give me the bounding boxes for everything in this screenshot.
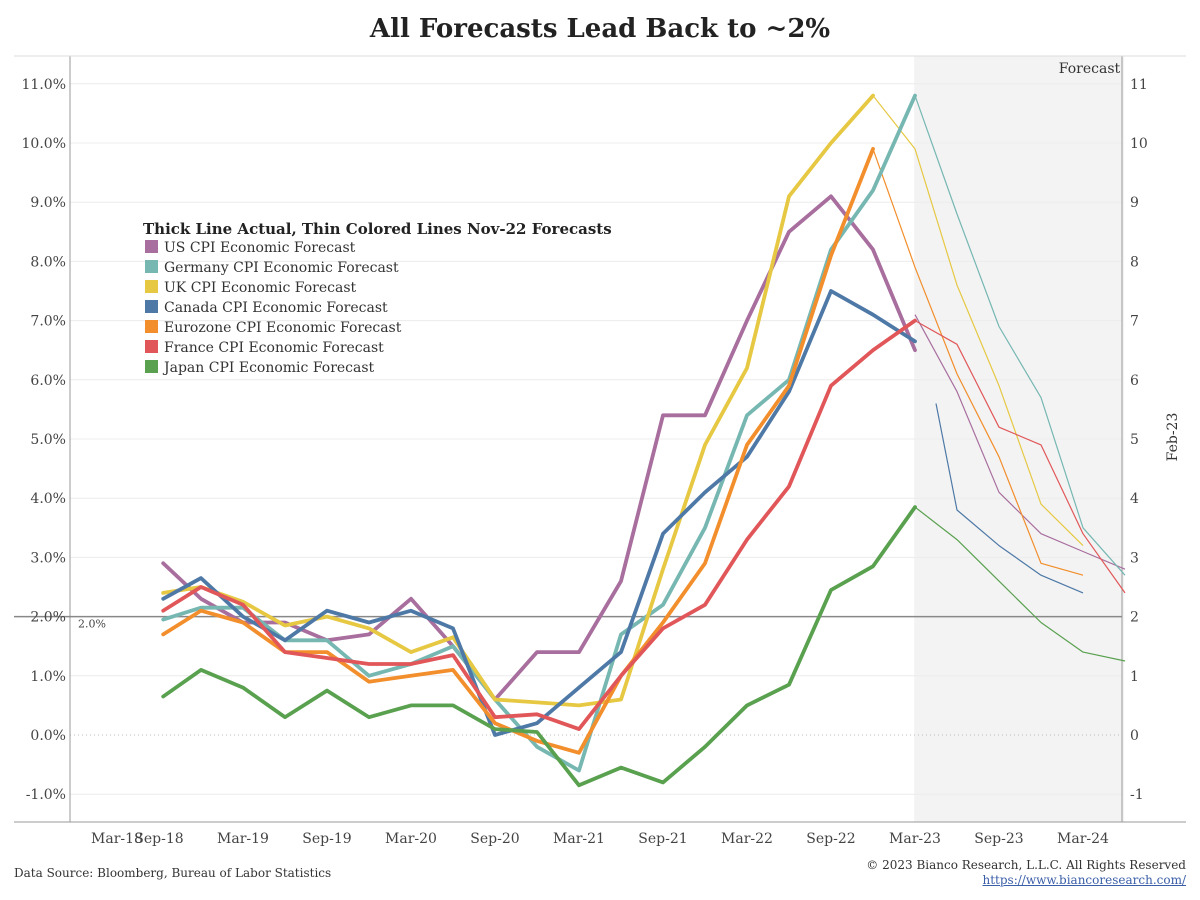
legend-label: Germany CPI Economic Forecast [164,260,399,276]
forecast-line [935,403,1084,594]
chart-title: All Forecasts Lead Back to ~2% [369,14,831,44]
y-tick-label: 1.0% [30,669,66,685]
tick-label-group: -1.0% -1 0.0% 0 1.0% 1 2.0% 2 3.0% 3 4.0% 4 5.0% 5 6.0… [22,77,1181,847]
y2-tick-label: 5 [1130,432,1139,448]
reference-group: 2.0% [14,615,1122,631]
y-tick-label: -1.0% [26,787,66,803]
actual-line [161,93,875,708]
y2-tick-label: 6 [1130,373,1139,389]
x-tick-label: Mar-21 [553,831,605,847]
data-source-note: Data Source: Bloomberg, Bureau of Labor … [14,866,332,880]
actual-line [161,505,917,788]
right-axis-label: Feb-23 [1165,413,1181,462]
forecast-line [914,506,1126,662]
x-tick-label: Sep-19 [302,831,351,847]
x-tick-label: Mar-23 [889,831,941,847]
y-tick-label: 11.0% [22,77,66,93]
forecast-line [872,95,1084,547]
x-tick-label: Mar-19 [217,831,269,847]
y2-tick-label: 11 [1130,77,1148,93]
y-tick-label: 9.0% [30,195,66,211]
x-tick-label: Sep-23 [974,831,1023,847]
legend-swatch [145,280,158,293]
y2-tick-label: 1 [1130,669,1139,685]
x-tick-label: Mar-22 [721,831,773,847]
forecast-line [914,95,1126,576]
y2-tick-label: 2 [1130,610,1139,626]
forecast-line [914,314,1126,570]
x-tick-label: Sep-20 [470,831,519,847]
legend-swatch [145,260,158,273]
forecast-line [872,148,1084,576]
y2-tick-label: 4 [1130,491,1139,507]
y-tick-label: 6.0% [30,373,66,389]
y2-tick-label: 9 [1130,195,1139,211]
x-tick-label: Mar-24 [1057,831,1109,847]
legend-label: Eurozone CPI Economic Forecast [164,320,402,336]
y-tick-label: 5.0% [30,432,66,448]
x-tick-label: Mar-18 [91,831,143,847]
frame-group [14,55,1186,823]
y2-tick-label: 8 [1130,254,1139,270]
legend-label: Canada CPI Economic Forecast [164,300,388,316]
forecast-label: Forecast [1059,61,1121,77]
x-tick-label: Sep-21 [638,831,687,847]
y-tick-label: 8.0% [30,254,66,270]
series-lines-group [161,93,1126,788]
y-tick-label: 3.0% [30,550,66,566]
website-link[interactable]: https://www.biancoresearch.com/ [982,873,1186,887]
y2-tick-label: 7 [1130,314,1139,330]
legend-swatch [145,300,158,313]
x-tick-label: Sep-18 [134,831,183,847]
legend-swatch [145,360,158,373]
legend-swatch [145,240,158,253]
y-tick-label: 4.0% [30,491,66,507]
y2-tick-label: -1 [1130,787,1144,803]
y-tick-label: 10.0% [22,136,66,152]
actual-line [161,318,917,731]
legend-label: US CPI Economic Forecast [164,240,356,256]
x-tick-label: Sep-22 [806,831,855,847]
legend-label: France CPI Economic Forecast [164,340,384,356]
actual-line [161,289,917,737]
y-tick-label: 0.0% [30,728,66,744]
legend-swatch [145,320,158,333]
legend-group: Thick Line Actual, Thin Colored Lines No… [143,220,612,376]
legend-title: Thick Line Actual, Thin Colored Lines No… [143,220,612,238]
actual-line [161,194,917,702]
legend-label: Japan CPI Economic Forecast [162,360,375,376]
y-tick-label: 7.0% [30,314,66,330]
legend-label: UK CPI Economic Forecast [164,280,357,296]
y2-tick-label: 0 [1130,728,1139,744]
forecast-line [914,320,1126,594]
y2-tick-label: 10 [1130,136,1148,152]
y-tick-label: 2.0% [30,610,66,626]
y2-tick-label: 3 [1130,550,1139,566]
copyright-note: © 2023 Bianco Research, L.L.C. All Right… [866,858,1186,872]
legend-swatch [145,340,158,353]
actual-line [161,93,917,773]
reference-label: 2.0% [78,618,106,631]
x-tick-label: Mar-20 [385,831,437,847]
